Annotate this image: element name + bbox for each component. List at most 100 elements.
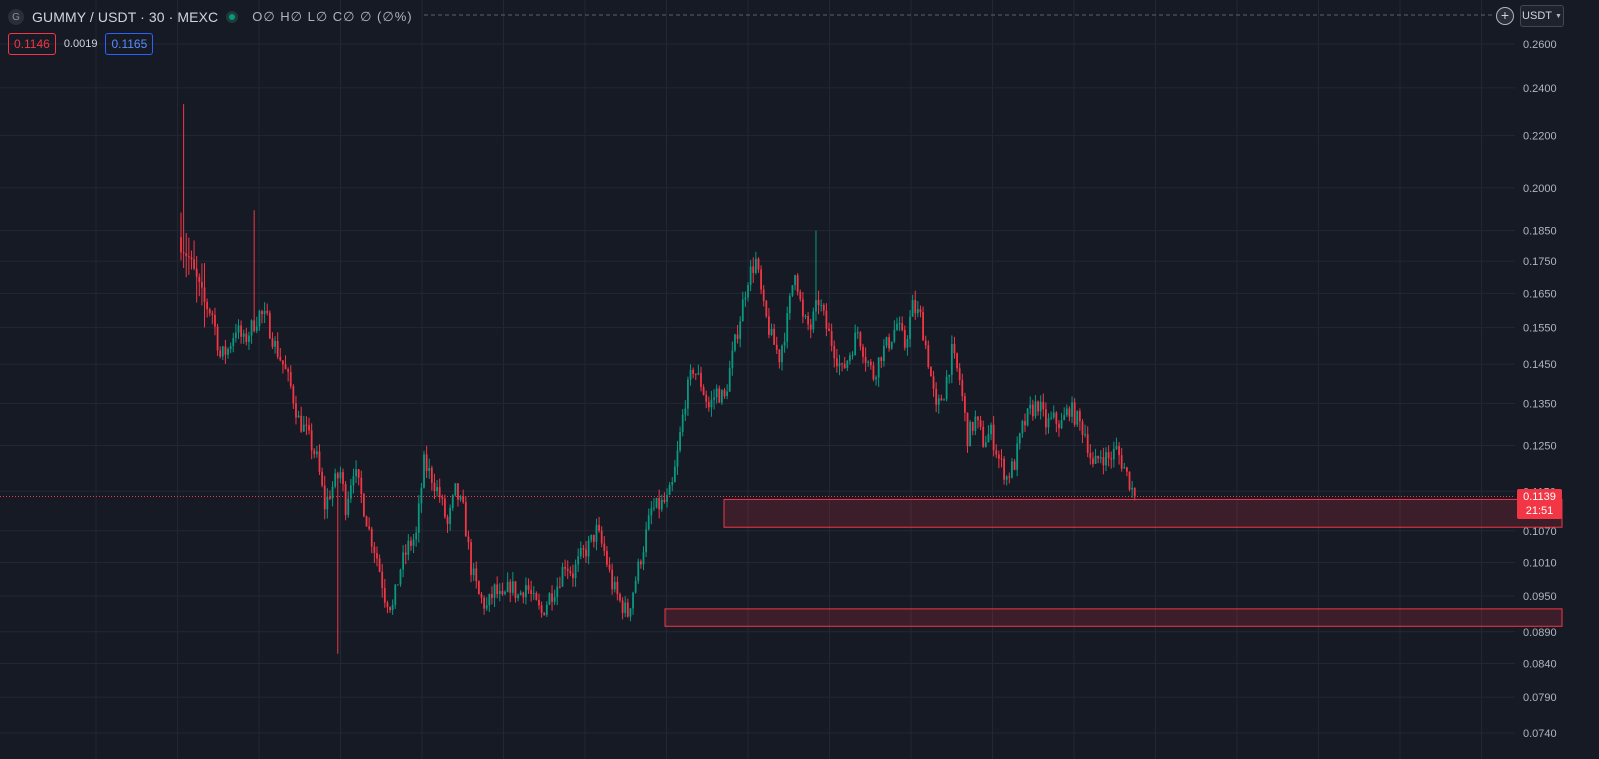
price-axis-label: 0.1250	[1523, 441, 1557, 453]
candle-body	[875, 377, 877, 380]
candle-body	[647, 515, 650, 530]
candle-body	[551, 593, 553, 602]
candle-body	[754, 258, 757, 273]
candle-body	[525, 585, 527, 598]
price-axis-label: 0.2600	[1523, 39, 1557, 51]
candle-body	[820, 304, 823, 306]
candle-body	[940, 398, 943, 401]
candle-body	[1047, 418, 1050, 428]
candle-body	[308, 425, 310, 431]
candle-body	[334, 473, 337, 487]
candle-body	[467, 536, 470, 543]
price-axis-label: 0.1010	[1523, 557, 1557, 569]
candle-body	[462, 496, 465, 503]
candle-body	[660, 499, 663, 510]
candle-body	[428, 467, 431, 471]
currency-selector[interactable]: USDT ▼	[1520, 5, 1564, 27]
candle-body	[399, 569, 402, 585]
candle-body	[830, 331, 833, 346]
candle-body	[446, 516, 449, 525]
candle-body	[950, 344, 953, 375]
candle-body	[381, 571, 384, 588]
candle-body	[449, 507, 452, 525]
candle-body	[352, 476, 355, 486]
supply-zone-1	[723, 498, 1563, 528]
candle-body	[650, 508, 653, 516]
candle-body	[297, 415, 300, 418]
candle-body	[227, 348, 229, 355]
candle-body	[310, 430, 313, 451]
candle-body	[237, 325, 240, 333]
candle-body	[924, 340, 927, 346]
candle-body	[363, 494, 365, 517]
candle-body	[710, 399, 713, 408]
candle-body	[943, 399, 945, 401]
candle-body	[517, 594, 519, 599]
candle-body	[741, 299, 744, 322]
candle-body	[274, 340, 276, 347]
candle-body	[477, 581, 480, 595]
candle-body	[1052, 412, 1055, 418]
candle-body	[284, 364, 287, 370]
candle-body	[749, 266, 752, 285]
sell-button[interactable]: 0.1146	[8, 33, 56, 55]
candle-body	[713, 397, 715, 400]
candle-body	[603, 543, 606, 551]
candle-body	[1018, 433, 1021, 444]
symbol-title[interactable]: GUMMY / USDT · 30 · MEXC	[32, 9, 219, 25]
candle-body	[932, 376, 935, 389]
candle-body	[867, 361, 870, 363]
price-axis-label: 0.1650	[1523, 288, 1557, 300]
candle-body	[180, 237, 182, 253]
candle-body	[841, 363, 843, 365]
candle-body	[718, 388, 721, 403]
candle-body	[906, 339, 909, 348]
price-axis-label: 0.2000	[1523, 183, 1557, 195]
candle-body	[788, 295, 791, 314]
candle-body	[621, 600, 624, 614]
candle-body	[389, 607, 391, 611]
candle-body	[835, 358, 838, 367]
candle-body	[436, 487, 438, 492]
candle-body	[997, 454, 1000, 459]
candle-body	[522, 592, 525, 598]
candle-body	[504, 591, 506, 595]
candle-body	[958, 368, 961, 381]
candle-body	[608, 564, 611, 570]
candle-body	[255, 326, 258, 332]
candle-body	[1058, 423, 1060, 429]
candle-body	[253, 320, 256, 332]
candle-body	[681, 414, 684, 432]
price-axis-label: 0.1550	[1523, 323, 1557, 335]
candle-body	[248, 335, 250, 342]
candle-body	[349, 485, 352, 499]
candle-body	[849, 355, 851, 361]
candle-body	[1118, 446, 1120, 456]
candle-body	[263, 310, 266, 315]
candle-body	[470, 542, 472, 576]
candle-body	[791, 285, 794, 296]
candle-body	[229, 346, 232, 349]
candle-body	[318, 451, 321, 472]
candle-body	[553, 597, 556, 602]
candle-body	[491, 594, 493, 598]
candle-body	[295, 403, 297, 418]
candle-body	[744, 297, 747, 300]
price-axis-label: 0.1070	[1523, 526, 1557, 538]
candle-body	[809, 324, 812, 330]
symbol-header: G GUMMY / USDT · 30 · MEXC O∅ H∅ L∅ C∅ ∅…	[8, 6, 413, 28]
candle-body	[689, 369, 692, 380]
candle-body	[339, 472, 342, 479]
plus-circle-icon[interactable]: +	[1496, 7, 1514, 25]
buy-button[interactable]: 0.1165	[105, 33, 154, 55]
candle-body	[961, 380, 964, 397]
candle-body	[579, 548, 582, 557]
candle-body	[1000, 458, 1003, 460]
market-status-icon[interactable]	[226, 11, 239, 23]
candle-body	[927, 345, 930, 368]
candle-body	[1115, 446, 1118, 449]
candle-body	[890, 341, 893, 349]
candle-body	[585, 549, 587, 557]
candle-body	[360, 477, 363, 495]
